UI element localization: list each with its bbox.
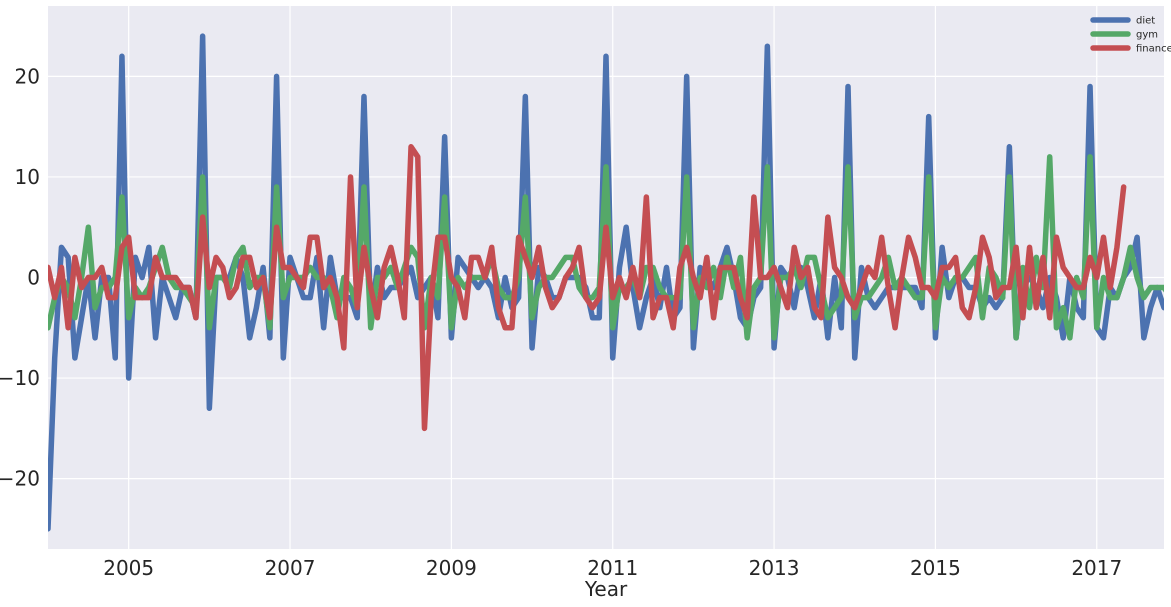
x-tick-label: 2011 xyxy=(587,556,638,580)
x-tick-label: 2007 xyxy=(265,556,316,580)
legend-label-finance: finance xyxy=(1136,44,1171,55)
legend-label-gym: gym xyxy=(1136,30,1158,41)
y-axis-ticks: −20 −10 0 10 20 xyxy=(0,64,40,490)
y-tick-label: 0 xyxy=(27,266,40,290)
x-tick-label: 2017 xyxy=(1071,556,1122,580)
legend-label-diet: diet xyxy=(1136,16,1155,27)
y-tick-label: 10 xyxy=(15,165,40,189)
x-tick-label: 2005 xyxy=(103,556,154,580)
x-tick-label: 2013 xyxy=(749,556,800,580)
legend: diet gym finance xyxy=(1090,16,1171,55)
x-axis-title: Year xyxy=(584,577,628,601)
x-tick-label: 2009 xyxy=(426,556,477,580)
y-tick-label: −10 xyxy=(0,366,40,390)
y-tick-label: −20 xyxy=(0,467,40,491)
x-axis-ticks: 2005 2007 2009 2011 2013 2015 2017 xyxy=(103,556,1122,580)
series-layer xyxy=(48,33,1164,532)
x-tick-label: 2015 xyxy=(910,556,961,580)
y-tick-label: 20 xyxy=(15,64,40,88)
series-line-finance xyxy=(48,144,1127,432)
